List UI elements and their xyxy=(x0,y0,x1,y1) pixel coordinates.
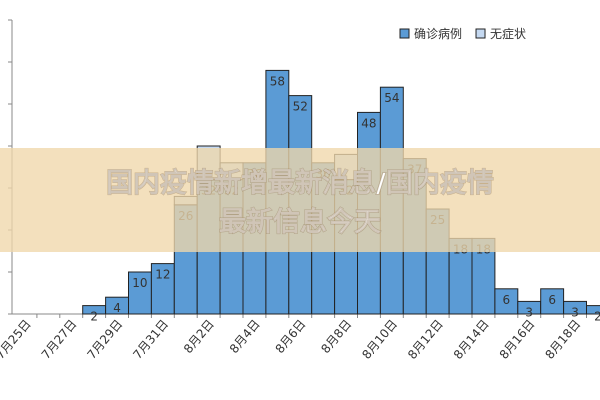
x-tick-label: 8月16日 xyxy=(497,317,538,362)
data-label: 4 xyxy=(113,301,121,315)
data-label: 12 xyxy=(155,268,170,282)
x-tick-label: 7月27日 xyxy=(39,317,80,362)
banner-line: 国内疫情新增最新消息/国内疫情 xyxy=(106,167,494,199)
legend-label: 无症状 xyxy=(490,26,526,41)
x-tick-label: 8月14日 xyxy=(451,317,492,362)
data-label: 6 xyxy=(503,293,511,307)
legend-swatch xyxy=(475,28,486,39)
data-label: 2 xyxy=(90,310,98,324)
legend-label: 确诊病例 xyxy=(414,26,462,41)
x-tick-label: 8月18日 xyxy=(542,317,583,362)
data-label: 54 xyxy=(384,91,399,105)
data-label: 2 xyxy=(594,310,600,324)
data-label: 58 xyxy=(270,74,285,88)
x-tick-label: 8月12日 xyxy=(405,317,446,362)
x-tick-label: 8月2日 xyxy=(181,317,217,356)
data-label: 6 xyxy=(548,293,556,307)
legend-swatch xyxy=(399,28,410,39)
data-label: 10 xyxy=(132,276,147,290)
x-tick-label: 7月29日 xyxy=(84,317,125,362)
x-tick-label: 8月10日 xyxy=(359,317,400,362)
data-label: 52 xyxy=(293,100,308,114)
data-label: 3 xyxy=(525,305,533,319)
data-label: 3 xyxy=(571,305,579,319)
x-tick-label: 8月4日 xyxy=(227,317,263,356)
banner-band xyxy=(0,148,600,252)
x-tick-label: 8月8日 xyxy=(318,317,354,356)
bar xyxy=(586,305,600,315)
x-tick-label: 8月6日 xyxy=(273,317,309,356)
data-label: 48 xyxy=(361,116,376,130)
x-tick-label: 7月25日 xyxy=(0,317,34,362)
banner-line: 最新信息今天 xyxy=(219,206,381,238)
x-tick-label: 7月31日 xyxy=(130,317,171,362)
